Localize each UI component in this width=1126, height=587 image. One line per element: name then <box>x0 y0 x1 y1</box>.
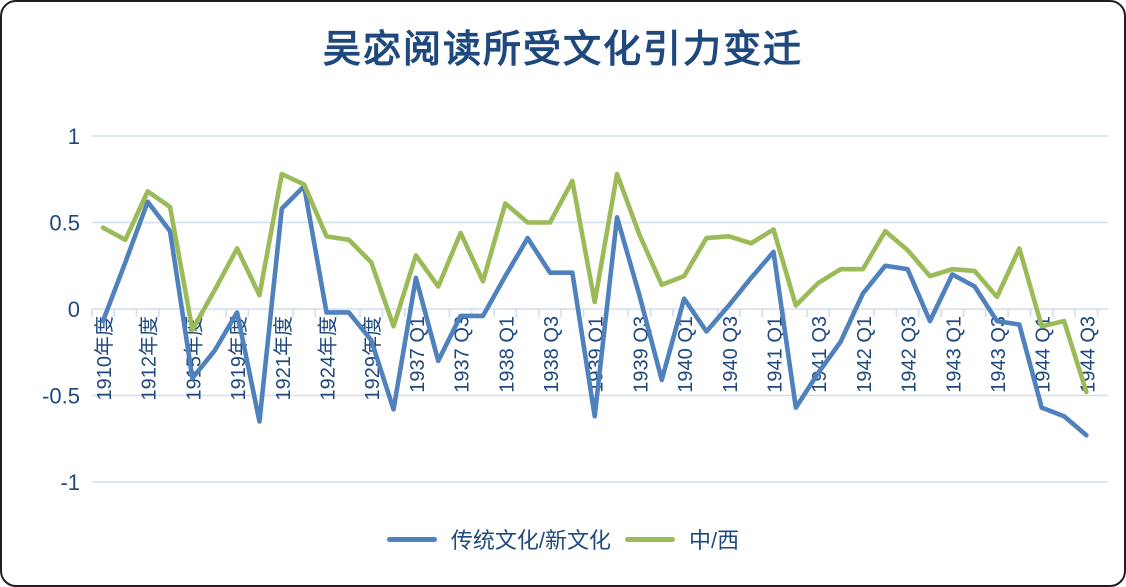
legend-swatch-traditional-vs-new <box>386 536 437 542</box>
x-tick-label: 1942 Q3 <box>899 316 921 393</box>
x-tick-label: 1943 Q1 <box>943 316 965 393</box>
series-line-1 <box>100 171 1089 395</box>
x-tick-label: 1941 Q3 <box>809 316 831 393</box>
y-axis-tick-labels: 1 0.5 0 -0.5 -1 <box>42 124 80 495</box>
x-tick-label: 1910年度 <box>93 316 116 401</box>
x-tick-label: 1938 Q3 <box>541 316 563 393</box>
x-tick-label: 1921年度 <box>272 316 295 401</box>
legend-label-traditional-vs-new: 传统文化/新文化 <box>450 528 611 553</box>
x-tick-label: 1941 Q1 <box>765 316 787 393</box>
x-tick-label: 1940 Q1 <box>675 316 697 393</box>
x-tick-label: 1939 Q3 <box>630 316 652 393</box>
x-tick-label: 1942 Q1 <box>854 316 876 393</box>
y-tick-label: -0.5 <box>42 384 80 409</box>
x-tick-label: 1938 Q1 <box>496 316 518 393</box>
x-tick-label: 1912年度 <box>138 316 161 401</box>
x-tick-label: 1944 Q1 <box>1033 316 1055 393</box>
x-tick-label: 1943 Q3 <box>988 316 1010 393</box>
x-tick-label: 1940 Q3 <box>720 316 742 393</box>
y-tick-label: -1 <box>60 470 80 495</box>
x-tick-label: 1937 Q3 <box>452 316 474 393</box>
series-lines <box>100 171 1089 438</box>
legend-swatch-chinese-vs-western <box>625 536 675 542</box>
x-axis-ticks <box>91 309 1099 317</box>
x-tick-label: 1924年度 <box>317 316 340 401</box>
series-line-0 <box>100 183 1089 438</box>
y-tick-label: 0.5 <box>49 211 80 236</box>
y-gridlines <box>92 135 1108 483</box>
y-tick-label: 1 <box>68 124 80 149</box>
legend: 传统文化/新文化 中/西 <box>2 523 1124 555</box>
x-tick-label: 1937 Q1 <box>407 316 429 393</box>
chart-title: 吴宓阅读所受文化引力变迁 <box>322 29 803 71</box>
y-tick-label: 0 <box>68 297 80 322</box>
legend-label-chinese-vs-western: 中/西 <box>689 528 740 553</box>
